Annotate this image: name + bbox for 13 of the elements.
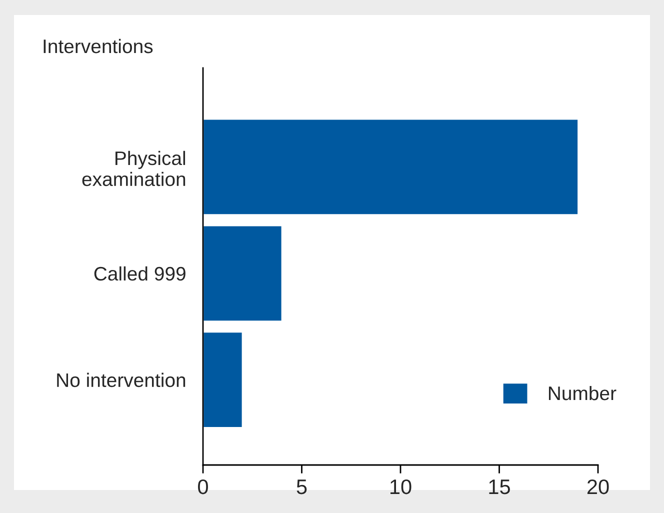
- legend-label: Number: [548, 386, 616, 400]
- x-tick-label: 15: [489, 480, 510, 494]
- x-tick-label: 20: [587, 479, 609, 494]
- y-axis-title: Interventions: [44, 38, 153, 54]
- x-tick-label: 10: [390, 479, 412, 494]
- x-tick-label: 0: [198, 479, 208, 494]
- bar: [203, 331, 244, 428]
- bar: [203, 224, 283, 322]
- y-tick-label: Physical examination: [82, 150, 186, 186]
- y-tick-label: No intervention: [57, 372, 186, 388]
- x-tick-label: 5: [296, 480, 307, 494]
- bar: [203, 118, 579, 216]
- y-tick-label: Called 999: [94, 266, 186, 281]
